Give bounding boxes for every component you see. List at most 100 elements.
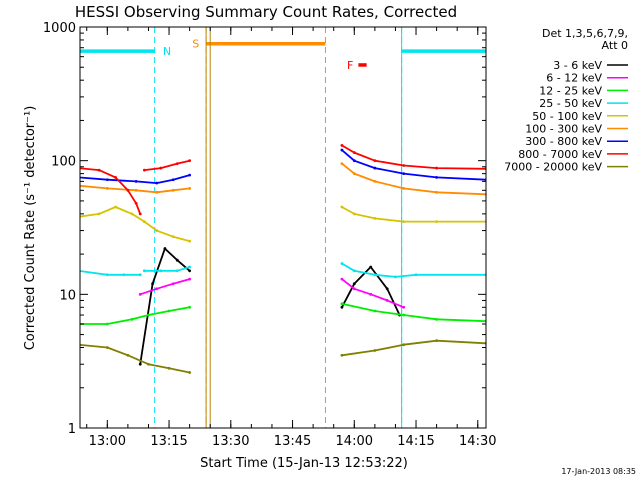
observing-flags: N S F bbox=[80, 27, 486, 428]
data-point bbox=[77, 323, 80, 326]
series-1 bbox=[138, 247, 401, 366]
series-line bbox=[80, 306, 190, 325]
data-point bbox=[126, 188, 130, 192]
series-line bbox=[80, 184, 190, 194]
series-8 bbox=[77, 144, 486, 216]
data-point bbox=[167, 366, 171, 370]
data-point bbox=[159, 166, 163, 170]
data-point bbox=[340, 162, 344, 166]
data-point bbox=[435, 166, 439, 170]
data-point bbox=[171, 282, 175, 286]
data-point bbox=[138, 273, 142, 277]
series-line bbox=[80, 167, 142, 215]
data-point bbox=[188, 239, 192, 243]
data-point bbox=[77, 184, 80, 187]
data-point bbox=[138, 292, 142, 296]
x-tick-label: 13:30 bbox=[212, 434, 249, 449]
series-line bbox=[80, 343, 190, 374]
chart-title: HESSI Observing Summary Count Rates, Cor… bbox=[75, 3, 457, 21]
data-point bbox=[114, 175, 117, 179]
series-line bbox=[139, 247, 191, 365]
x-tick-label: 13:45 bbox=[274, 434, 311, 449]
data-point bbox=[77, 167, 80, 170]
legend-label: 100 - 300 keV bbox=[525, 123, 602, 136]
flag-label: N bbox=[163, 45, 171, 58]
data-point bbox=[435, 175, 439, 179]
data-point bbox=[77, 176, 80, 179]
data-series bbox=[77, 144, 486, 374]
y-axis-label: Corrected Count Rate (s⁻¹ detector⁻¹) bbox=[23, 106, 38, 351]
series-9 bbox=[80, 339, 486, 374]
data-point bbox=[138, 212, 142, 216]
data-point bbox=[385, 299, 389, 302]
y-tick-label: 1000 bbox=[43, 21, 76, 36]
data-point bbox=[171, 178, 175, 182]
series-line bbox=[341, 144, 486, 170]
data-point bbox=[435, 339, 439, 343]
legend-label: 50 - 100 keV bbox=[532, 110, 602, 123]
data-point bbox=[188, 277, 192, 281]
data-point bbox=[175, 269, 179, 273]
data-point bbox=[414, 273, 418, 277]
x-tick-label: 13:15 bbox=[150, 434, 187, 449]
series-line bbox=[139, 278, 190, 296]
x-tick-label: 14:30 bbox=[459, 434, 496, 449]
flag-label: F bbox=[347, 59, 353, 72]
data-point bbox=[373, 273, 377, 277]
data-point bbox=[394, 275, 397, 279]
data-point bbox=[147, 313, 150, 317]
data-point bbox=[373, 159, 377, 163]
data-point bbox=[155, 181, 159, 185]
data-point bbox=[97, 168, 101, 172]
data-point bbox=[188, 187, 192, 190]
data-point bbox=[340, 305, 344, 309]
data-point bbox=[105, 178, 109, 182]
data-point bbox=[188, 173, 192, 177]
data-point bbox=[340, 144, 344, 147]
data-point bbox=[340, 353, 344, 357]
data-point bbox=[402, 313, 406, 317]
flag-label: S bbox=[192, 38, 199, 51]
data-point bbox=[369, 292, 373, 296]
data-point bbox=[340, 277, 344, 281]
series-line bbox=[341, 162, 486, 196]
legend-label: 800 - 7000 keV bbox=[518, 148, 602, 161]
legend-header: Det 1,3,5,6,7,9, bbox=[542, 27, 628, 40]
legend-label: 12 - 25 keV bbox=[539, 84, 602, 97]
data-point bbox=[402, 164, 406, 167]
data-point bbox=[142, 269, 146, 273]
legend-label: 3 - 6 keV bbox=[553, 59, 602, 72]
data-point bbox=[105, 187, 109, 190]
data-point bbox=[97, 212, 101, 216]
data-point bbox=[105, 346, 109, 349]
data-point bbox=[114, 205, 117, 209]
series-line bbox=[341, 339, 486, 357]
series-2 bbox=[138, 277, 406, 309]
series-line bbox=[341, 278, 405, 309]
data-point bbox=[340, 148, 344, 152]
legend-label: 7000 - 20000 keV bbox=[504, 161, 602, 174]
x-tick-label: 13:00 bbox=[89, 434, 126, 449]
data-point bbox=[352, 172, 356, 176]
data-point bbox=[171, 235, 175, 239]
axes: 13:00 13:15 13:30 13:45 14:00 14:15 14:30 1 10 10… bbox=[43, 21, 497, 449]
data-point bbox=[402, 187, 406, 190]
data-point bbox=[352, 151, 356, 154]
data-point bbox=[352, 159, 356, 163]
data-point bbox=[134, 201, 138, 205]
y-tick-label: 100 bbox=[51, 155, 76, 170]
data-point bbox=[155, 229, 159, 232]
data-point bbox=[134, 179, 138, 183]
data-point bbox=[142, 220, 146, 224]
data-point bbox=[126, 353, 130, 357]
data-point bbox=[402, 305, 406, 309]
flag-night: N bbox=[80, 27, 486, 428]
legend-label: 25 - 50 keV bbox=[539, 97, 602, 110]
legend-label: 300 - 800 keV bbox=[525, 135, 602, 148]
data-point bbox=[188, 371, 192, 374]
data-point bbox=[435, 220, 439, 224]
data-point bbox=[171, 188, 175, 192]
series-3 bbox=[77, 302, 486, 326]
